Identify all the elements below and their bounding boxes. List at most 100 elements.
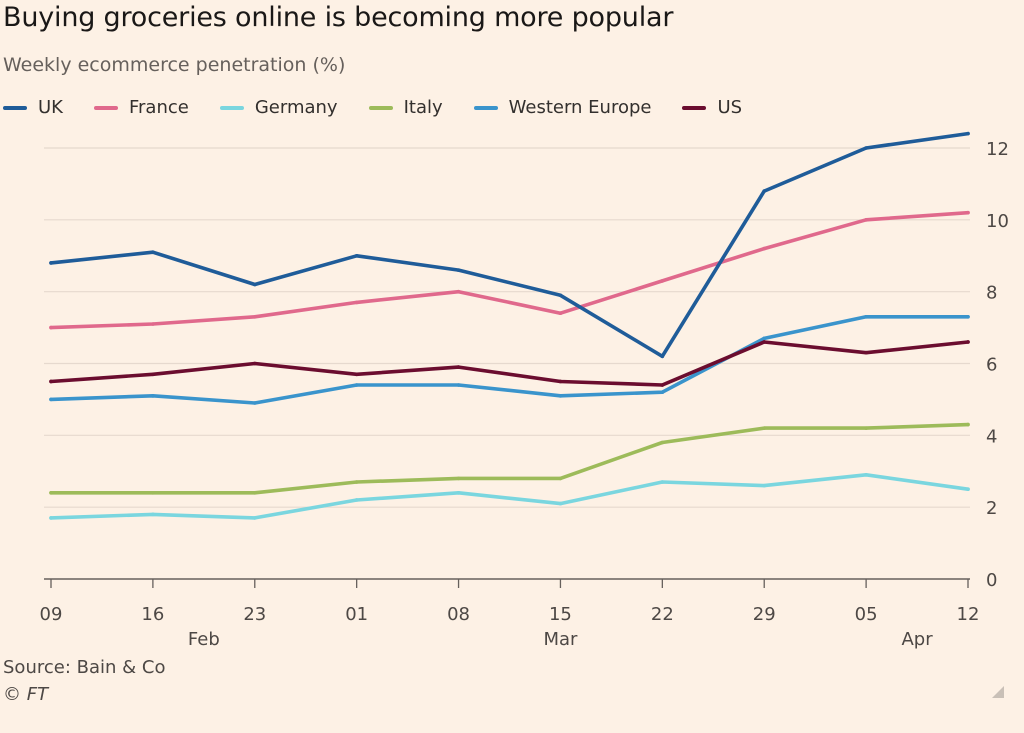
data-point-germany: [252, 516, 257, 520]
data-point-us: [354, 372, 359, 377]
data-point-france: [660, 279, 665, 283]
data-point-western-europe: [864, 315, 868, 319]
legend-item-us: US: [682, 97, 742, 118]
x-tick-label: 23: [243, 604, 266, 625]
x-tick-label: 12: [957, 604, 980, 625]
legend-swatch: [368, 105, 393, 110]
legend-swatch: [473, 105, 498, 110]
data-point-germany: [354, 498, 359, 502]
data-point-italy: [151, 491, 155, 495]
data-point-us: [252, 361, 257, 366]
data-point-us: [151, 372, 155, 377]
legend-swatch: [3, 105, 27, 110]
data-point-uk: [151, 250, 155, 254]
month-label: Feb: [188, 629, 220, 650]
y-tick-label: 12: [986, 139, 1009, 160]
legend-label: US: [717, 97, 743, 118]
y-tick-label: 2: [986, 498, 997, 519]
data-point-italy: [864, 426, 868, 430]
x-tick-label: 29: [753, 604, 776, 625]
month-label: Apr: [901, 629, 933, 650]
data-point-france: [762, 246, 767, 251]
resize-handle-icon[interactable]: [992, 686, 1004, 698]
data-point-uk: [354, 253, 359, 258]
data-point-germany: [864, 473, 868, 477]
x-tick-label: 15: [549, 604, 572, 625]
data-point-western-europe: [151, 394, 155, 398]
series-line-western-europe: [49, 314, 970, 405]
y-tick-label: 8: [986, 283, 997, 304]
legend-item-italy: Italy: [368, 97, 443, 118]
x-tick-label: 09: [40, 604, 63, 625]
legend-item-germany: Germany: [219, 97, 338, 118]
data-point-us: [864, 350, 868, 355]
data-point-uk: [558, 293, 563, 298]
copyright-note: © FT: [3, 684, 48, 705]
data-point-uk: [660, 354, 665, 359]
month-label: Mar: [543, 629, 578, 650]
data-point-western-europe: [252, 401, 257, 405]
data-point-western-europe: [762, 336, 767, 341]
data-point-france: [558, 311, 563, 316]
legend-swatch: [682, 105, 707, 110]
data-point-uk: [49, 261, 53, 265]
data-point-germany: [762, 483, 767, 488]
data-point-france: [966, 210, 970, 215]
data-point-uk: [252, 282, 257, 287]
ft-brand: FT: [26, 684, 49, 705]
legend-item-france: France: [93, 97, 189, 118]
series-line-uk: [49, 131, 970, 359]
series-line-us: [49, 340, 970, 387]
data-point-germany: [660, 480, 665, 484]
data-point-france: [252, 315, 257, 319]
legend-label: Western Europe: [508, 97, 652, 118]
data-point-italy: [966, 422, 970, 427]
y-tick-label: 0: [986, 570, 997, 591]
chart-title: Buying groceries online is becoming more…: [3, 2, 674, 33]
data-point-france: [151, 322, 155, 326]
data-point-western-europe: [456, 383, 461, 387]
data-point-us: [558, 379, 563, 384]
data-point-uk: [762, 189, 767, 193]
y-tick-label: 6: [986, 355, 997, 376]
x-tick-label: 05: [855, 604, 878, 625]
series-line-italy: [49, 422, 970, 495]
copyright-symbol: ©: [3, 684, 21, 705]
data-point-western-europe: [966, 315, 970, 319]
data-point-italy: [354, 480, 359, 484]
data-point-us: [49, 379, 53, 384]
data-point-us: [762, 340, 767, 344]
data-point-italy: [252, 491, 257, 495]
data-point-france: [49, 325, 53, 330]
data-point-uk: [966, 131, 970, 136]
legend-label: Germany: [254, 97, 338, 118]
legend-label: UK: [38, 97, 63, 118]
legend-item-western-europe: Western Europe: [473, 97, 652, 118]
data-point-germany: [456, 491, 461, 495]
data-point-uk: [864, 146, 868, 150]
x-tick-label: 22: [651, 604, 674, 625]
chart-legend: UK France Germany Italy Western Europe US: [3, 97, 773, 118]
data-point-france: [864, 218, 868, 222]
data-point-western-europe: [49, 397, 53, 402]
chart-subtitle: Weekly ecommerce penetration (%): [3, 54, 346, 76]
y-tick-label: 10: [986, 211, 1009, 232]
data-point-italy: [660, 440, 665, 445]
series-line-france: [49, 210, 970, 330]
y-tick-label: 4: [986, 426, 997, 447]
data-point-france: [354, 300, 359, 305]
data-point-us: [966, 340, 970, 344]
legend-label: Italy: [403, 97, 443, 118]
data-point-germany: [49, 516, 53, 520]
data-point-italy: [49, 491, 53, 495]
data-point-western-europe: [660, 390, 665, 395]
data-point-germany: [966, 487, 970, 492]
data-point-us: [660, 383, 665, 387]
data-point-germany: [151, 512, 155, 517]
legend-swatch: [219, 105, 244, 110]
data-point-italy: [456, 476, 461, 481]
data-point-western-europe: [354, 383, 359, 387]
data-point-italy: [762, 426, 767, 430]
legend-item-uk: UK: [3, 97, 63, 118]
